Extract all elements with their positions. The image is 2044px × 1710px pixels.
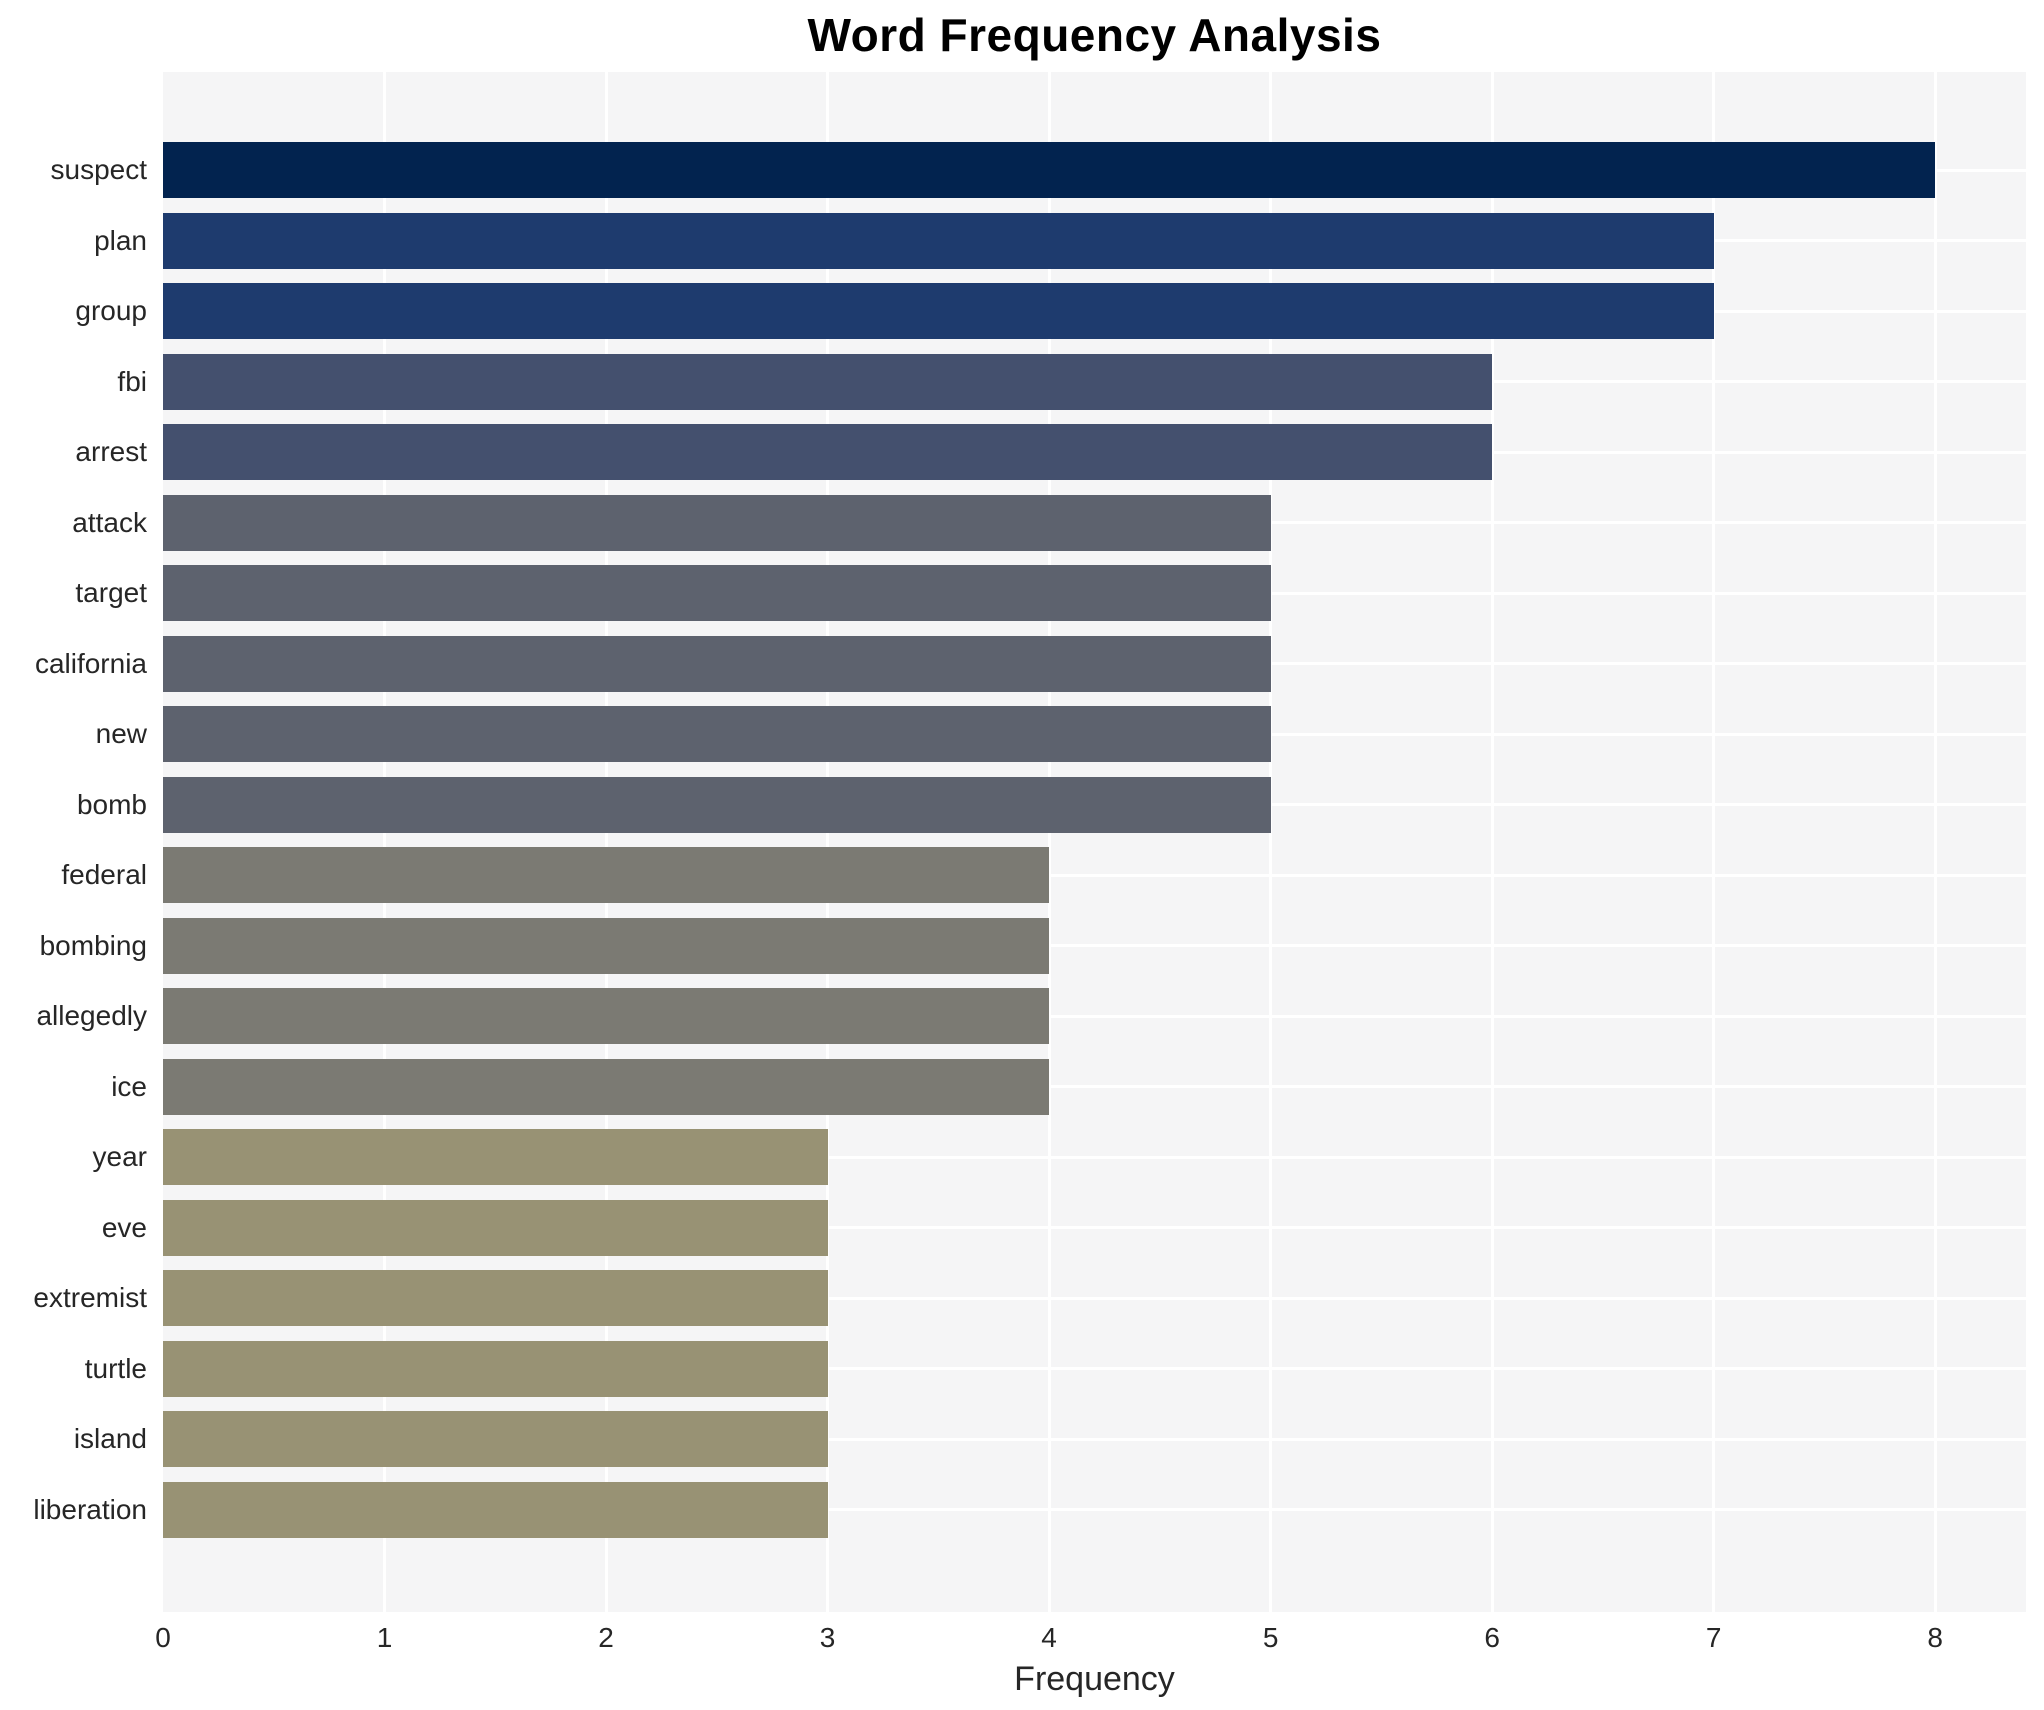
bar-allegedly: [163, 988, 1050, 1045]
bar-suspect: [163, 142, 1936, 199]
y-tick-label-arrest: arrest: [75, 436, 147, 468]
bar-attack: [163, 494, 1271, 551]
y-tick-label-plan: plan: [94, 224, 147, 256]
y-tick-label-year: year: [92, 1141, 147, 1173]
y-tick-label-island: island: [73, 1423, 147, 1455]
y-tick-label-turtle: turtle: [84, 1352, 147, 1384]
x-tick-label-1: 1: [376, 1622, 393, 1653]
vertical-gridline-5: [1269, 72, 1273, 1612]
horizontal-gridline-year: [163, 1155, 2026, 1159]
y-tick-label-bombing: bombing: [39, 929, 147, 961]
vertical-gridline-3: [826, 72, 830, 1612]
horizontal-gridline-federal: [163, 873, 2026, 877]
horizontal-gridline-eve: [163, 1226, 2026, 1230]
y-tick-label-bomb: bomb: [76, 788, 147, 820]
horizontal-gridline-extremist: [163, 1296, 2026, 1300]
bar-extremist: [163, 1270, 828, 1327]
vertical-gridline-2: [604, 72, 608, 1612]
bar-group: [163, 283, 1714, 340]
y-tick-label-extremist: extremist: [33, 1282, 147, 1314]
horizontal-gridline-turtle: [163, 1367, 2026, 1371]
bar-arrest: [163, 424, 1493, 481]
horizontal-gridline-ice: [163, 1085, 2026, 1089]
vertical-gridline-7: [1712, 72, 1716, 1612]
bar-target: [163, 565, 1271, 622]
y-tick-label-target: target: [75, 577, 147, 609]
y-tick-label-california: california: [34, 647, 147, 679]
x-tick-label-2: 2: [598, 1622, 614, 1653]
x-axis-label: Frequency: [1014, 1660, 1175, 1698]
y-tick-label-suspect: suspect: [50, 154, 148, 186]
bar-ice: [163, 1058, 1050, 1115]
x-tick-label-5: 5: [1262, 1622, 1279, 1653]
bar-turtle: [163, 1340, 828, 1397]
bar-california: [163, 635, 1271, 692]
bar-bomb: [163, 776, 1271, 833]
vertical-gridline-8: [1933, 72, 1937, 1612]
x-tick-label-7: 7: [1705, 1622, 1722, 1653]
bar-liberation: [163, 1481, 828, 1538]
bar-island: [163, 1411, 828, 1468]
y-tick-label-new: new: [95, 718, 147, 750]
y-tick-label-federal: federal: [61, 859, 147, 891]
x-tick-label-8: 8: [1927, 1622, 1943, 1653]
x-tick-label-6: 6: [1484, 1622, 1500, 1653]
x-tick-label-3: 3: [819, 1622, 836, 1653]
x-tick-label-4: 4: [1041, 1622, 1057, 1653]
vertical-gridline-1: [383, 72, 387, 1612]
vertical-gridline-4: [1047, 72, 1051, 1612]
y-tick-label-ice: ice: [111, 1070, 147, 1102]
bar-year: [163, 1129, 828, 1186]
y-tick-label-allegedly: allegedly: [36, 1000, 147, 1032]
horizontal-gridline-island: [163, 1437, 2026, 1441]
y-tick-label-eve: eve: [101, 1211, 147, 1243]
chart-title: Word Frequency Analysis: [807, 9, 1382, 61]
y-tick-label-liberation: liberation: [33, 1493, 147, 1525]
bar-bombing: [163, 917, 1050, 974]
vertical-gridline-6: [1490, 72, 1494, 1612]
bar-fbi: [163, 353, 1493, 410]
bar-eve: [163, 1199, 828, 1256]
y-tick-label-group: group: [75, 295, 147, 327]
y-tick-label-fbi: fbi: [117, 365, 147, 397]
x-tick-label-0: 0: [155, 1622, 171, 1653]
bar-plan: [163, 212, 1714, 269]
horizontal-gridline-allegedly: [163, 1014, 2026, 1018]
bar-federal: [163, 847, 1050, 904]
horizontal-gridline-liberation: [163, 1508, 2026, 1512]
y-tick-label-attack: attack: [72, 506, 147, 538]
horizontal-gridline-bombing: [163, 944, 2026, 948]
plot-area: [163, 72, 2026, 1612]
bar-new: [163, 706, 1271, 763]
